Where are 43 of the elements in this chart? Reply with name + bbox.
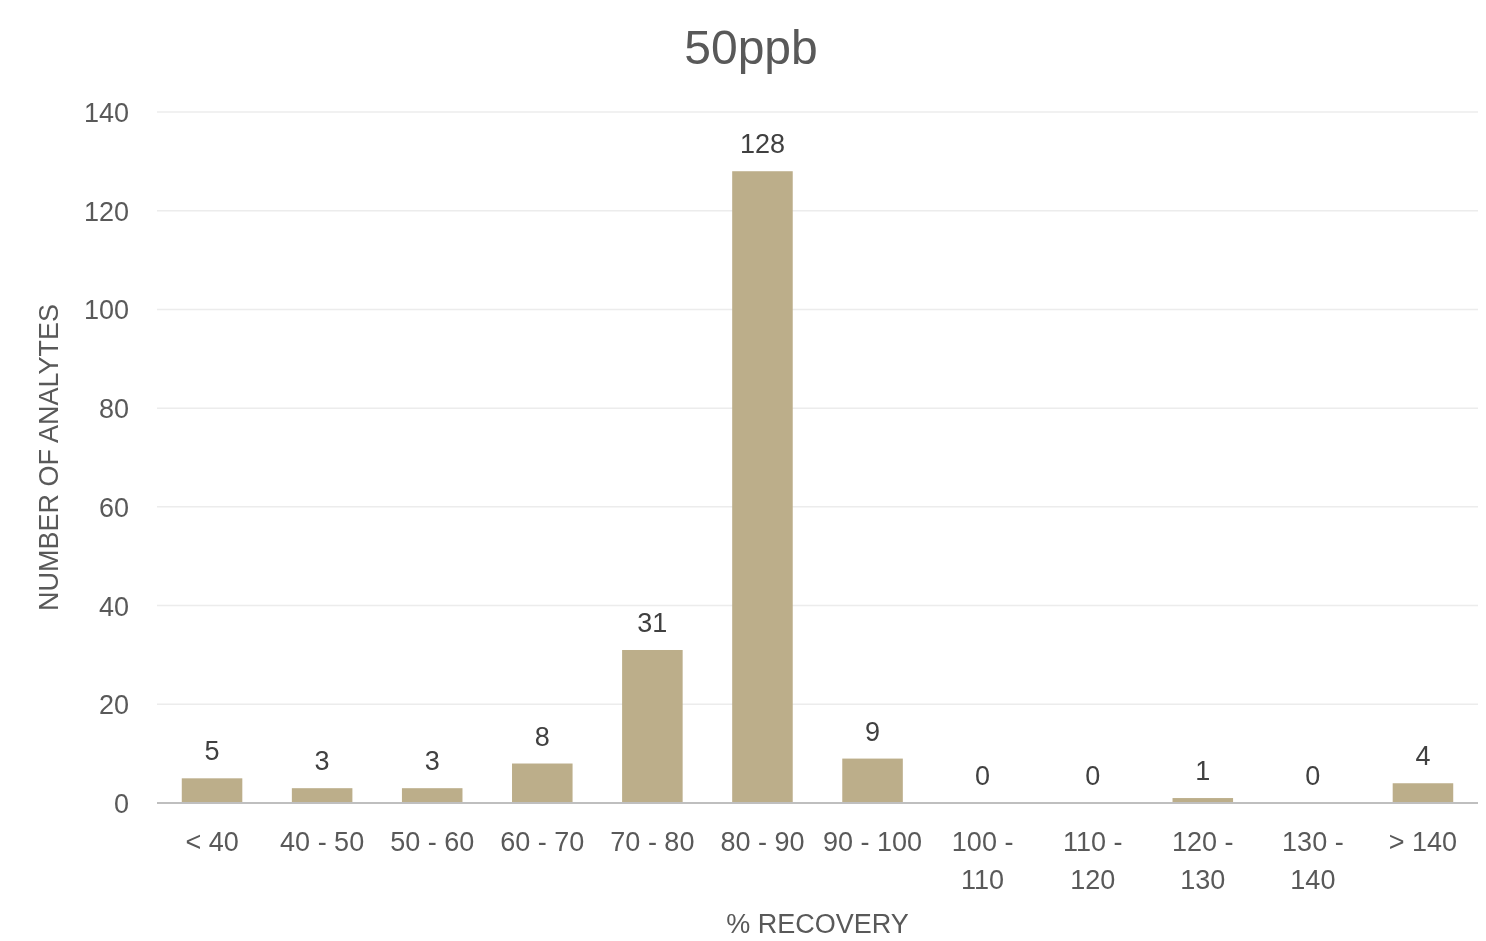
x-tick-label: 90 - 100: [823, 827, 923, 857]
x-tick-label: 110 - 120: [1062, 827, 1123, 895]
bar: [512, 763, 573, 803]
x-tick-label: < 40: [185, 827, 239, 857]
y-tick-label: 0: [113, 788, 129, 819]
x-tick-label: 70 - 80: [610, 827, 695, 857]
x-tick-label: 50 - 60: [390, 827, 475, 857]
data-label: 4: [1415, 741, 1431, 772]
data-label: 31: [637, 607, 668, 638]
y-axis-title: NUMBER OF ANALYTES: [34, 303, 64, 612]
x-tick-label: 100 - 110: [951, 827, 1014, 895]
bar: [732, 171, 793, 803]
y-tick-label: 120: [83, 196, 129, 227]
data-label: 3: [424, 746, 440, 777]
bar: [401, 788, 463, 803]
y-tick-label: 80: [98, 394, 129, 425]
x-tick-label: 40 - 50: [280, 827, 365, 857]
y-tick-label: 60: [98, 492, 129, 523]
x-tick-label: 80 - 90: [720, 827, 805, 857]
bar: [842, 758, 903, 803]
x-tick-label: > 140: [1388, 827, 1458, 857]
data-label: 3: [314, 746, 330, 777]
y-tick-label: 100: [83, 295, 129, 326]
y-tick-label: 40: [98, 591, 129, 622]
data-label: 8: [534, 721, 550, 752]
bar: [291, 788, 353, 803]
x-tick-label: 60 - 70: [500, 827, 585, 857]
bar: [181, 778, 243, 803]
chart-title: 50ppb: [684, 21, 818, 74]
x-tick-label: 120 - 130: [1172, 827, 1234, 895]
bar: [1392, 783, 1454, 803]
y-tick-label: 20: [98, 690, 129, 721]
x-tick-label: 130 - 140: [1282, 827, 1344, 895]
y-tick-label: 140: [83, 97, 129, 128]
bar: [622, 649, 683, 803]
x-axis-title: % RECOVERY: [726, 909, 909, 939]
data-label: 1: [1195, 756, 1211, 787]
data-label: 9: [865, 716, 881, 747]
data-label: 0: [1305, 761, 1321, 791]
data-label: 5: [204, 736, 220, 767]
data-label: 0: [975, 761, 991, 791]
data-label: 128: [739, 129, 785, 160]
data-label: 0: [1085, 761, 1101, 791]
